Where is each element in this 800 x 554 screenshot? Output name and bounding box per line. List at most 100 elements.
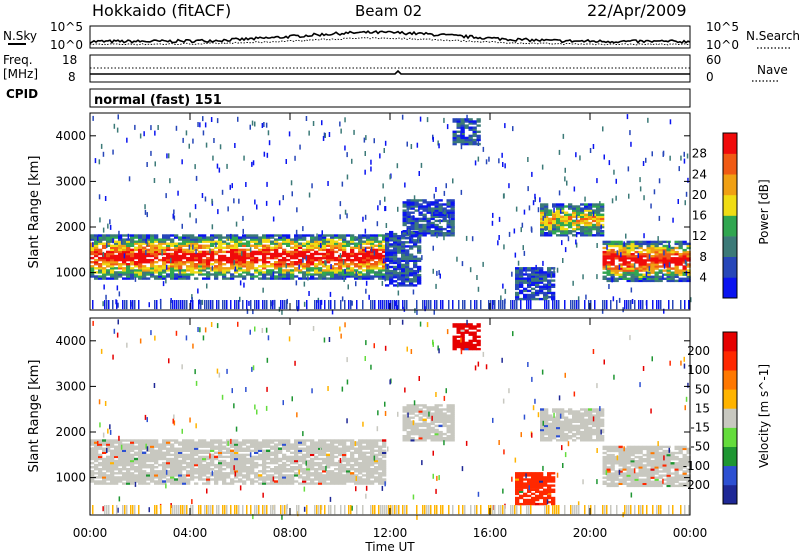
power-cell (684, 200, 686, 206)
power-cell (666, 250, 671, 254)
power-cell (108, 300, 110, 310)
power-cell (182, 250, 187, 254)
velocity-cell (250, 470, 255, 473)
velocity-cell (138, 478, 143, 481)
velocity-cell (126, 461, 131, 465)
power-cell (90, 252, 95, 256)
velocity-cell (326, 466, 331, 469)
power-cell (385, 269, 390, 273)
power-cell (678, 257, 683, 260)
velocity-cell (258, 441, 263, 444)
power-cell (406, 141, 408, 147)
power-cell (342, 246, 347, 249)
nsky-label: N.Sky (3, 29, 37, 43)
power-cell (547, 267, 552, 270)
velocity-cell (122, 439, 127, 442)
power-cell (366, 246, 371, 249)
velocity-cell (410, 410, 415, 413)
velocity-cell (282, 468, 287, 471)
power-cell (490, 300, 492, 310)
power-cell (258, 277, 263, 280)
velocity-cell (102, 474, 107, 477)
power-cell (170, 244, 175, 247)
power-cell (374, 271, 379, 274)
power-cell (535, 269, 540, 272)
power-cell (150, 265, 155, 268)
power-cell (258, 273, 263, 276)
power-cell (202, 246, 207, 249)
velocity-cell (314, 468, 319, 471)
power-cell (310, 269, 315, 272)
power-cell (576, 207, 581, 210)
velocity-cell (182, 447, 187, 450)
velocity-cell (370, 480, 375, 483)
velocity-cell (266, 474, 271, 477)
power-cell (214, 234, 219, 237)
power-cell (645, 157, 647, 163)
power-cell (226, 256, 231, 260)
power-cell (358, 267, 363, 270)
power-cell (310, 236, 315, 239)
power-cell (210, 242, 215, 245)
power-cell (397, 284, 402, 287)
power-cell (576, 211, 581, 214)
power-cell (638, 300, 640, 310)
velocity-cell (366, 451, 371, 454)
power-cell (346, 244, 351, 247)
power-cell (394, 300, 396, 310)
power-cell (670, 261, 675, 264)
velocity-cell (158, 476, 163, 479)
velocity-cell (266, 439, 271, 442)
power-cell (178, 277, 183, 280)
power-cell (314, 246, 319, 249)
power-cell (230, 233, 232, 239)
power-cell (202, 252, 207, 256)
power-cell (226, 250, 231, 254)
power-cell (306, 250, 311, 254)
power-cell (564, 247, 567, 253)
power-cell (138, 256, 143, 260)
power-cell (389, 257, 394, 260)
power-cell (674, 265, 679, 268)
power-cell (378, 263, 383, 266)
power-cell (126, 256, 131, 260)
velocity-cell (472, 325, 477, 328)
power-cell (314, 242, 319, 245)
velocity-cell (310, 466, 315, 469)
velocity-cell (460, 325, 465, 328)
power-cell (638, 244, 643, 248)
power-cell (588, 223, 593, 227)
power-cell (380, 300, 382, 310)
power-cell (406, 300, 408, 310)
velocity-cell (202, 445, 207, 448)
power-cell (547, 285, 552, 288)
velocity-cell (118, 443, 123, 446)
velocity-cell (342, 466, 347, 469)
velocity-cell (134, 439, 139, 442)
power-cell (682, 261, 687, 264)
power-cell (685, 191, 688, 197)
velocity-cell (322, 474, 327, 477)
power-cell (170, 258, 175, 262)
power-cell (310, 258, 315, 262)
power-cell (192, 244, 194, 250)
power-cell (266, 277, 271, 280)
power-cell (410, 232, 415, 235)
power-cell (242, 269, 247, 272)
power-cell (122, 238, 127, 241)
velocity-cell (374, 478, 379, 481)
power-cell (393, 237, 398, 240)
velocity-cell (366, 459, 371, 463)
power-cell (298, 271, 303, 274)
power-cell (576, 213, 581, 216)
power-cell (348, 300, 350, 310)
power-cell (322, 277, 327, 280)
power-cell (512, 126, 514, 132)
power-cell (600, 217, 605, 221)
power-cell (662, 240, 667, 244)
velocity-cell (182, 478, 187, 481)
velocity-cell (294, 472, 299, 475)
power-cell (138, 234, 143, 237)
velocity-cell (338, 468, 343, 471)
velocity-cell (274, 468, 279, 471)
